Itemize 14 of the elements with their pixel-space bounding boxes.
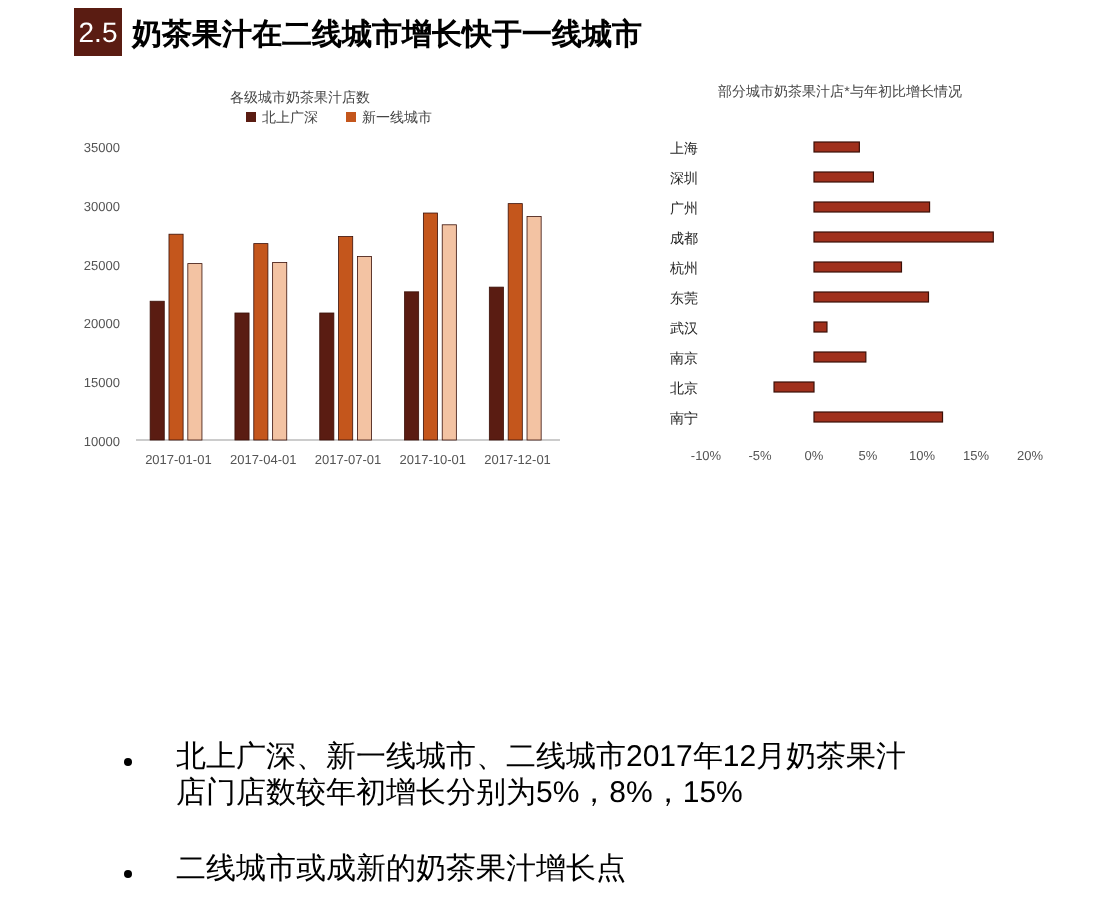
bar (813, 291, 930, 303)
text: 北上广深、新一线城市、二线城市2017年12月奶茶果汁店门店数较年初增长分别为5%，8%，15% (176, 740, 909, 812)
bar (813, 201, 931, 213)
bar (813, 321, 828, 333)
text: 奶茶果汁在二线城市增长快于一线城市 (130, 16, 642, 52)
bar (813, 231, 994, 243)
bar (813, 411, 944, 423)
bar (813, 141, 860, 153)
bar (813, 351, 867, 363)
bar (813, 171, 874, 183)
text: 二线城市或成新的奶茶果汁增长点 (176, 852, 628, 888)
text: 2.5 (78, 16, 118, 48)
bar (813, 261, 903, 273)
bar (773, 381, 815, 393)
